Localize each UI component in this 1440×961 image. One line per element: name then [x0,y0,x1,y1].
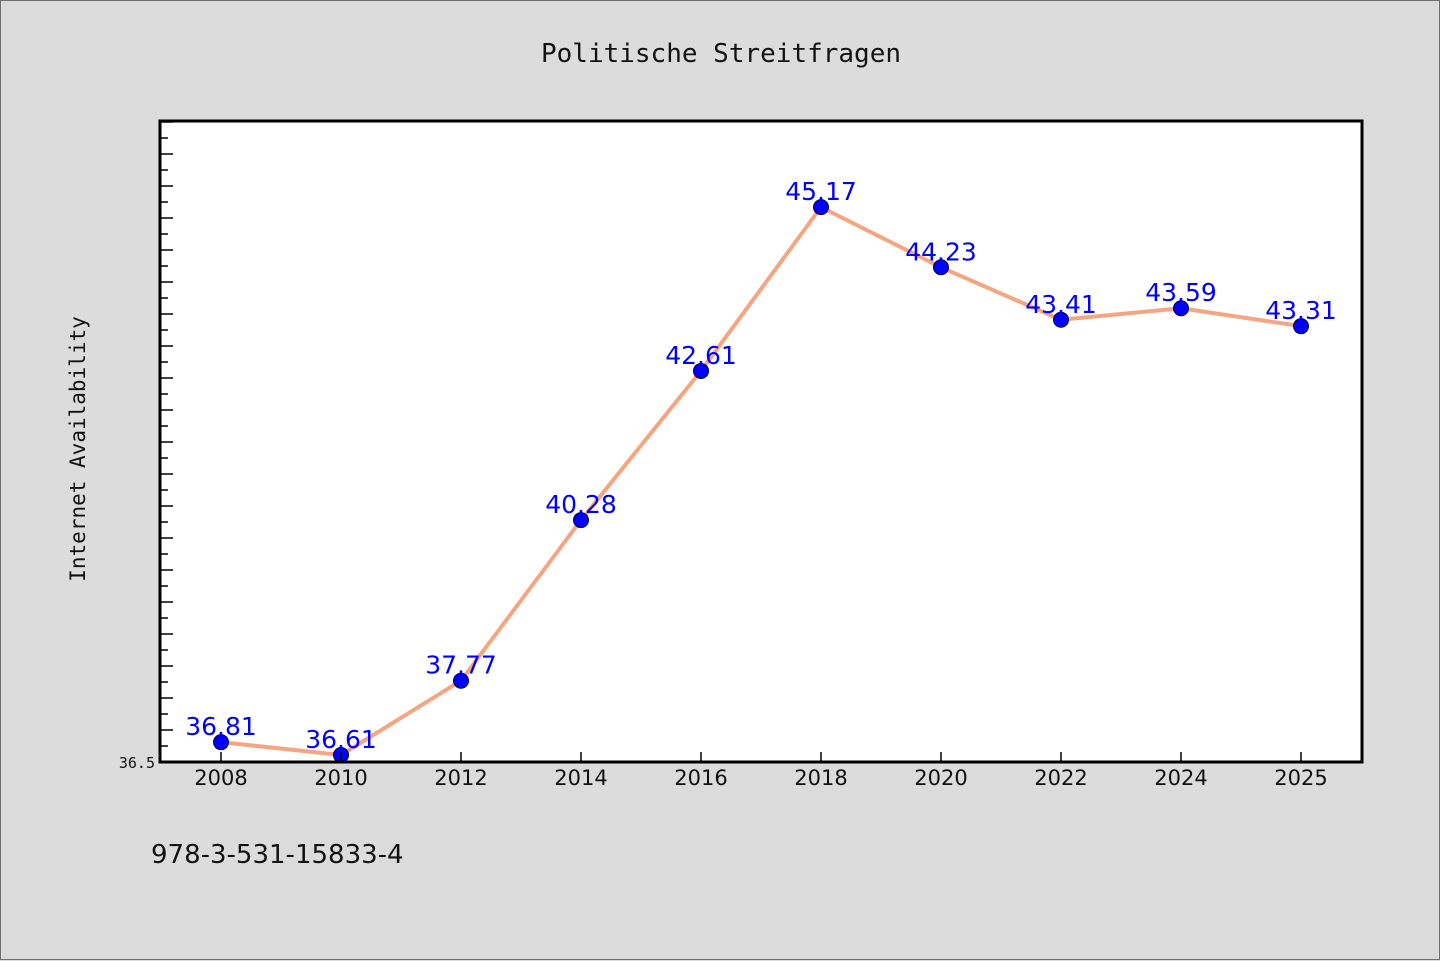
data-label: 43.31 [1265,296,1337,325]
x-tick-label: 2024 [1154,766,1207,790]
plot-area [160,121,1362,762]
data-label: 43.59 [1145,278,1217,307]
data-label: 45.17 [785,177,857,206]
data-point [693,362,709,379]
data-point [573,512,589,529]
y-axis-ticks [160,121,173,763]
data-labels: 36.81 36.61 37.77 40.28 42.61 45.17 44.23 43.41… [185,177,1337,754]
x-tick-label: 2010 [314,766,367,790]
data-markers [213,199,1309,763]
data-label: 42.61 [665,341,737,370]
x-tick-label: 2025 [1274,766,1327,790]
x-tick-label: 2014 [554,766,607,790]
x-tick-label: 2022 [1034,766,1087,790]
data-label: 40.28 [545,490,617,519]
x-tick-label: 2008 [194,766,247,790]
x-tick-label: 2016 [674,766,727,790]
plot-border [158,119,1364,764]
x-axis-tick-labels: 2008 2010 2012 2014 2016 2018 2020 2022 2024 2025 [194,752,1328,790]
data-point [813,199,829,216]
data-point [1053,311,1069,328]
data-point [213,734,229,751]
data-point [1173,300,1189,317]
x-tick-label: 2018 [794,766,847,790]
data-label: 43.41 [1025,290,1097,319]
series-line [220,205,1302,757]
y-axis-label: Internet Availability [66,316,90,582]
data-label: 37.77 [425,651,497,680]
data-label: 36.81 [185,712,257,741]
data-point [933,259,949,276]
chart-title: Politische Streitfragen [541,39,901,69]
data-label: 44.23 [905,237,977,266]
x-tick-label: 2020 [914,766,967,790]
data-point [1293,318,1309,335]
data-label: 36.61 [305,725,377,754]
data-point [453,672,469,689]
y-tick-label: 36.5 [119,754,155,772]
x-tick-label: 2012 [434,766,487,790]
isbn-footer: 978-3-531-15833-4 [151,840,404,870]
